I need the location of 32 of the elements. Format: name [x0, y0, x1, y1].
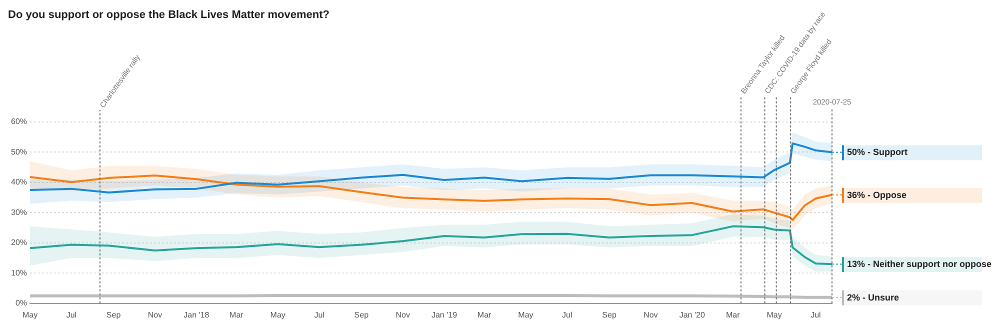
- y-tick-label: 10%: [10, 268, 28, 278]
- x-tick-label: Sep: [354, 310, 370, 320]
- y-tick-label: 60%: [10, 117, 28, 126]
- legend-label: 50% - Support: [847, 147, 908, 158]
- x-tick-label: Jul: [810, 310, 822, 320]
- x-tick-label: May: [270, 310, 286, 320]
- x-tick-label: Nov: [396, 310, 410, 320]
- y-tick-label: 0%: [15, 298, 28, 308]
- x-tick-label: Jan '18: [184, 310, 210, 320]
- x-tick-label: Nov: [148, 310, 162, 320]
- chart-title: Do you support or oppose the Black Lives Matter movement?: [8, 8, 330, 22]
- x-tick-label: Mar: [230, 310, 244, 320]
- x-tick-label: Jan '20: [679, 310, 706, 320]
- legend-label: 13% - Neither support nor oppose: [847, 259, 992, 270]
- legend-label: 2% - Unsure: [847, 292, 900, 302]
- x-tick-label: Jul: [66, 310, 77, 320]
- x-tick-label: Jul: [314, 310, 325, 320]
- y-tick-label: 30%: [10, 208, 28, 217]
- y-tick-label: 50%: [10, 147, 28, 156]
- x-tick-label: Sep: [106, 310, 122, 320]
- x-tick-label: May: [518, 310, 534, 320]
- legend-label: 36% - Oppose: [847, 190, 907, 200]
- x-tick-label: Mar: [477, 310, 492, 320]
- x-tick-label: May: [22, 310, 38, 320]
- x-tick-label: Sep: [602, 310, 617, 320]
- x-tick-label: May: [766, 310, 782, 320]
- y-tick-label: 40%: [10, 178, 28, 187]
- x-tick-label: Jul: [562, 310, 572, 320]
- y-tick-label: 20%: [10, 238, 28, 248]
- x-tick-label: Jan '19: [431, 310, 458, 320]
- x-tick-label: Nov: [644, 310, 658, 320]
- x-tick-label: Mar: [726, 310, 740, 320]
